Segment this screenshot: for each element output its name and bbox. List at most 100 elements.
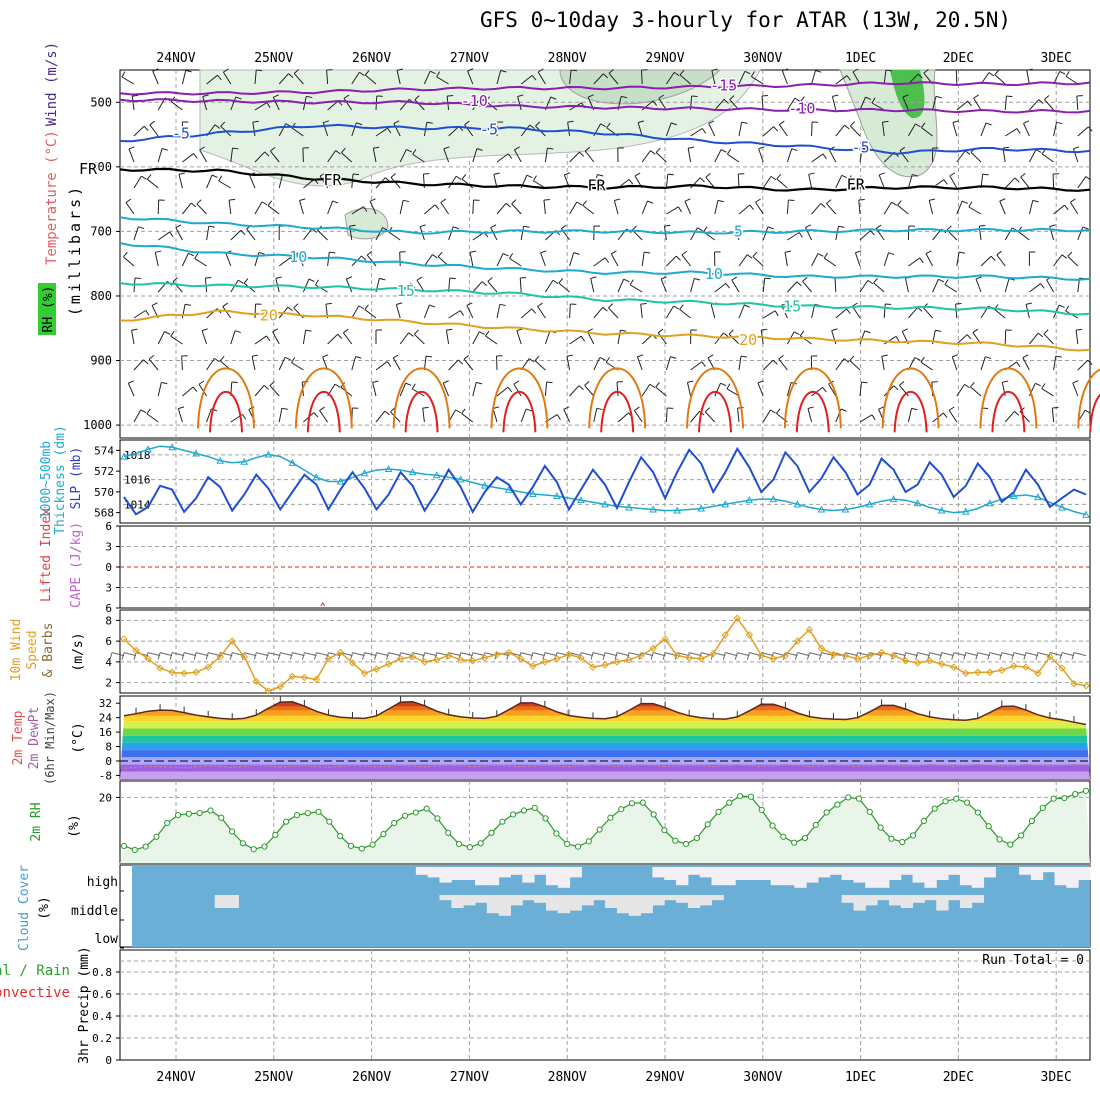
rh-point bbox=[715, 808, 722, 815]
isotherm-10 bbox=[119, 242, 1091, 281]
wind-barb-flag bbox=[567, 120, 574, 123]
wind-barb-flag bbox=[413, 329, 419, 335]
wind-barb-flag bbox=[325, 302, 332, 305]
wind-barb bbox=[1022, 357, 1030, 371]
wind-barb-flag bbox=[390, 173, 396, 178]
wind-barb bbox=[436, 76, 449, 85]
surface-wind-barb-flag bbox=[337, 652, 341, 660]
wind-barb-flag bbox=[411, 383, 416, 390]
wind-speed-point bbox=[252, 677, 260, 686]
wind-barb-flag bbox=[921, 122, 926, 128]
axis-label: Cloud Cover bbox=[17, 865, 32, 951]
wind-speed-point bbox=[721, 631, 729, 639]
wind-barb bbox=[513, 149, 522, 163]
wind-barb-flag bbox=[802, 277, 808, 282]
wind-barb-flag bbox=[464, 120, 470, 126]
wind-barb-flag bbox=[1016, 361, 1021, 368]
wind-barb-flag bbox=[199, 146, 206, 151]
rh-point bbox=[834, 801, 841, 808]
surface-wind-barb-flag bbox=[109, 652, 113, 660]
thickness-point bbox=[456, 475, 465, 483]
wind-barb-flag bbox=[564, 172, 571, 176]
wind-barb bbox=[826, 203, 837, 215]
rh-point bbox=[412, 809, 419, 816]
wind-barb bbox=[278, 408, 283, 423]
wind-barb bbox=[225, 252, 232, 267]
wind-barb-flag bbox=[455, 175, 462, 180]
wind-barb-flag bbox=[566, 354, 573, 357]
mid-cloud-gap bbox=[510, 895, 523, 906]
thickness-point bbox=[168, 443, 176, 451]
wind-barb bbox=[1069, 201, 1079, 215]
thickness-point bbox=[408, 468, 417, 476]
wind-barb bbox=[584, 385, 595, 397]
wind-barb-flag bbox=[637, 120, 644, 124]
wind-barb-flag bbox=[902, 94, 909, 98]
rh-point bbox=[293, 812, 301, 819]
wind-barb bbox=[902, 96, 909, 111]
wind-barb-flag bbox=[1084, 409, 1091, 414]
wind-barb-flag bbox=[697, 227, 703, 232]
wind-barb-flag bbox=[242, 414, 247, 420]
wind-barb bbox=[994, 74, 1006, 85]
wind-barb-flag bbox=[1035, 382, 1041, 387]
wind-speed-point bbox=[529, 662, 537, 670]
wind-barb-flag bbox=[870, 230, 875, 236]
axis-label: Thickness (dm) bbox=[53, 425, 68, 535]
wind-barb bbox=[327, 100, 339, 111]
wind-barb bbox=[787, 231, 800, 241]
axis-label: (m/s) bbox=[71, 632, 86, 671]
wind-speed-point bbox=[950, 663, 958, 671]
wind-barb-flag bbox=[426, 355, 433, 358]
wind-barb bbox=[711, 70, 716, 85]
wind-speed-point bbox=[505, 648, 513, 657]
wind-barb-flag bbox=[146, 408, 151, 415]
wind-barb-flag bbox=[121, 71, 126, 78]
wind-barb-flag bbox=[405, 382, 412, 386]
wind-barb bbox=[157, 148, 163, 163]
wind-barb-flag bbox=[476, 148, 483, 151]
wind-barb bbox=[181, 253, 189, 267]
rh-point bbox=[196, 810, 203, 817]
wind-barb-flag bbox=[1072, 380, 1079, 384]
wind-barb bbox=[1043, 333, 1054, 345]
surface-wind-barb bbox=[1073, 652, 1087, 657]
wind-barb bbox=[641, 200, 648, 215]
wind-barb bbox=[737, 408, 740, 423]
wind-barb-flag bbox=[514, 146, 520, 151]
wind-barb-flag bbox=[289, 257, 295, 263]
wind-barb bbox=[416, 279, 425, 293]
wind-speed-point bbox=[324, 655, 333, 663]
wind-barb-flag bbox=[1006, 95, 1013, 98]
wind-barb bbox=[569, 385, 580, 397]
rh-point bbox=[304, 810, 311, 817]
wind-barb bbox=[563, 409, 571, 423]
surface-wind-barb bbox=[111, 652, 125, 657]
wind-barb-flag bbox=[499, 303, 506, 307]
wind-speed-point bbox=[396, 655, 405, 663]
wind-barb bbox=[907, 174, 913, 189]
isotherm-label: FR bbox=[847, 175, 866, 193]
high-cloud-gap bbox=[1019, 867, 1032, 875]
wind-barb-flag bbox=[403, 199, 410, 203]
surface-wind-barb bbox=[941, 652, 954, 657]
wind-barb bbox=[278, 123, 287, 137]
surface-wind-barb bbox=[159, 652, 173, 657]
isotherm-15 bbox=[119, 282, 1091, 316]
wind-barb bbox=[714, 99, 725, 111]
wind-barb bbox=[908, 257, 921, 267]
wind-barb bbox=[852, 71, 861, 85]
wind-barb bbox=[690, 127, 703, 137]
high-cloud-gap bbox=[770, 867, 783, 886]
wind-barb-flag bbox=[358, 305, 365, 310]
wind-barb bbox=[496, 153, 509, 163]
wind-barb-flag bbox=[337, 333, 343, 339]
li-tick-label: 3 bbox=[105, 541, 112, 554]
wind-barb-flag bbox=[610, 250, 617, 255]
wind-barb-flag bbox=[708, 120, 715, 124]
wind-barb bbox=[970, 386, 982, 397]
wind-barb bbox=[147, 178, 159, 189]
wind-barb bbox=[762, 226, 769, 241]
wind-barb bbox=[520, 408, 527, 423]
isotherm-label: -15 bbox=[710, 76, 737, 94]
